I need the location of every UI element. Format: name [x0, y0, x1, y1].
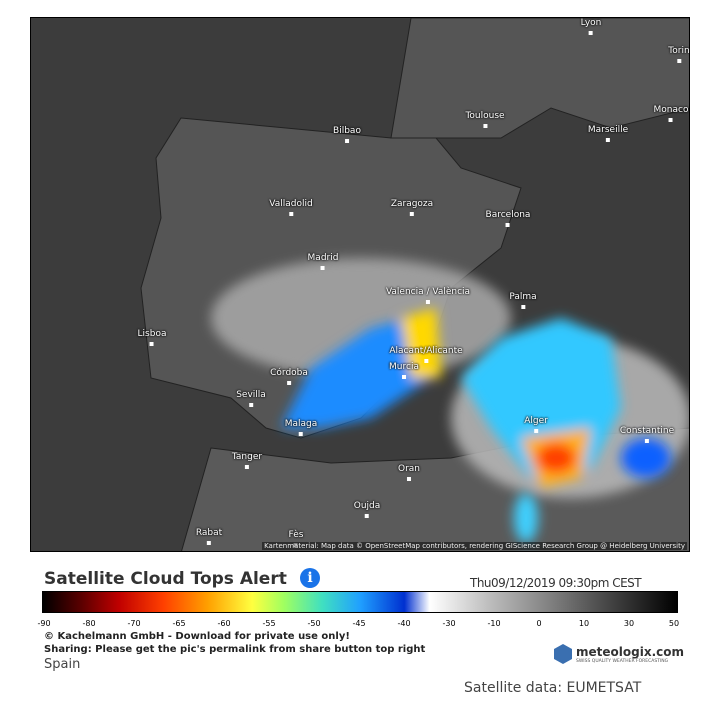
scale-tick-label: -40 [397, 619, 411, 628]
city-label: Tanger [231, 452, 263, 469]
scale-tick-label: -60 [217, 619, 231, 628]
map-layer [31, 18, 689, 551]
city-label: Constantine [619, 426, 675, 443]
timestamp: Thu09/12/2019 09:30pm CEST [470, 576, 642, 590]
city-label: Marseille [587, 125, 629, 142]
city-label: Toulouse [465, 111, 505, 128]
scale-tick-label: 30 [623, 619, 635, 628]
city-label: Alger [524, 416, 548, 433]
city-label: Oujda [353, 501, 381, 518]
city-label: Palma [509, 292, 537, 309]
data-source: Satellite data: EUMETSAT [464, 680, 642, 696]
brand-logo [554, 644, 572, 664]
city-label: Valencia / València [385, 287, 471, 304]
city-label: Lisboa [137, 329, 167, 346]
scale-tick-label: 10 [578, 619, 590, 628]
scale-tick-label: -50 [307, 619, 321, 628]
city-label: Zaragoza [390, 199, 434, 216]
city-label: Torin [668, 46, 690, 63]
city-label: Bilbao [333, 126, 361, 143]
scale-tick-label: -90 [37, 619, 51, 628]
copyright: © Kachelmann GmbH - Download for private… [44, 631, 350, 642]
info-button[interactable]: i [300, 568, 320, 588]
scale-tick-label: -45 [352, 619, 366, 628]
color-scale [42, 591, 678, 613]
city-label: Sevilla [236, 390, 266, 407]
scale-tick-label: -65 [172, 619, 186, 628]
city-label: Fès [288, 530, 304, 547]
scale-tick-label: -80 [82, 619, 96, 628]
city-label: Córdoba [270, 368, 308, 385]
city-label: Barcelona [485, 210, 531, 227]
scale-tick-label: -70 [127, 619, 141, 628]
scale-tick-label: -10 [487, 619, 501, 628]
sharing-note: Sharing: Please get the pic's permalink … [44, 644, 426, 655]
city-label: Monaco [653, 105, 689, 122]
city-label: Valladolid [269, 199, 313, 216]
brand-name: meteologix.com [576, 645, 684, 659]
brand-slogan: SWISS QUALITY WEATHER FORECASTING [576, 659, 669, 664]
region: Spain [44, 657, 81, 672]
scale-tick-label: -30 [442, 619, 456, 628]
city-label: Malaga [284, 419, 318, 436]
city-label: Oran [397, 464, 421, 481]
scale-tick-label: -55 [262, 619, 276, 628]
city-label: Murcia [389, 362, 419, 379]
satellite-map: Lyon Torin Monaco Toulouse Marseille Bil… [30, 17, 690, 552]
city-label: Alacant/Alicante [389, 346, 463, 363]
scale-tick-label: 0 [536, 619, 542, 628]
city-label: Madrid [307, 253, 339, 270]
scale-tick-label: 50 [668, 619, 680, 628]
legend-title: Satellite Cloud Tops Alert [44, 569, 287, 589]
city-label: Lyon [580, 18, 602, 35]
map-attribution: Kartenmaterial: Map data © OpenStreetMap… [262, 542, 687, 550]
city-label: Rabat [195, 528, 223, 545]
